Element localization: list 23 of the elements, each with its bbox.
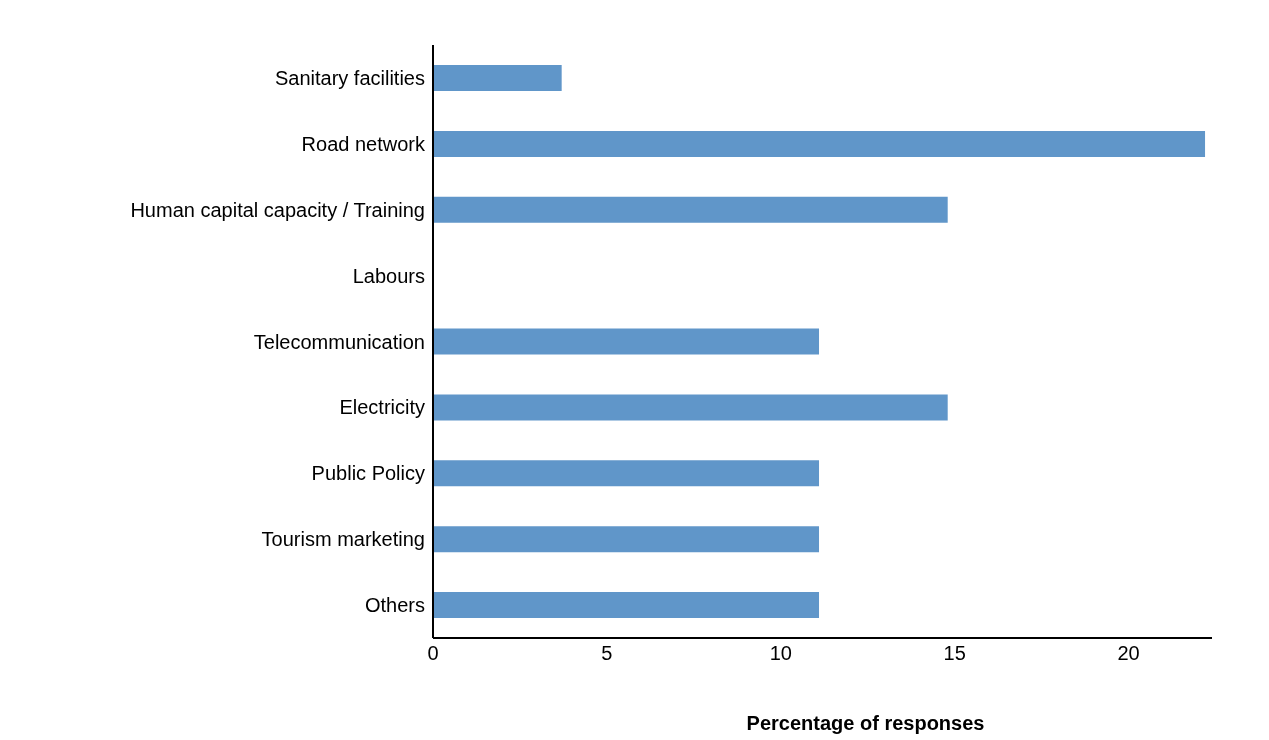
- x-tick-label: 10: [769, 642, 792, 665]
- y-tick-label: Labours: [352, 264, 425, 287]
- x-tick-label: 15: [943, 642, 966, 665]
- y-tick-label: Human capital capacity / Training: [130, 198, 425, 221]
- x-tick-label: 0: [427, 642, 439, 665]
- y-tick-label: Road network: [301, 132, 426, 155]
- bar: [433, 460, 820, 487]
- bar: [433, 592, 820, 619]
- y-tick-label: Others: [364, 594, 425, 617]
- bar: [433, 130, 1206, 157]
- bar: [433, 394, 948, 421]
- bar: [433, 196, 948, 223]
- x-tick-label: 20: [1117, 642, 1140, 665]
- bar: [433, 65, 562, 91]
- x-axis-title: Percentage of responses: [746, 712, 985, 734]
- y-tick-label: Tourism marketing: [261, 528, 425, 551]
- bar: [433, 526, 820, 553]
- y-tick-label: Public Policy: [311, 462, 425, 485]
- y-tick-label: Telecommunication: [253, 330, 425, 353]
- bar: [433, 328, 820, 355]
- y-tick-label: Electricity: [339, 396, 425, 419]
- y-tick-label: Sanitary facilities: [274, 67, 425, 90]
- x-tick-label: 5: [601, 642, 613, 665]
